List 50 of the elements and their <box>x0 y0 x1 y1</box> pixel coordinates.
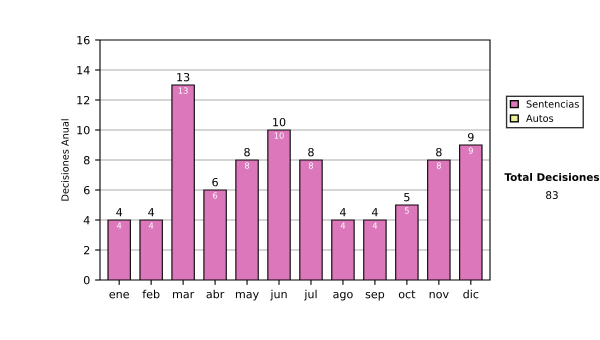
data-label: 13 <box>178 87 188 94</box>
data-label: 8 <box>308 162 314 169</box>
text: 83 <box>546 191 558 200</box>
legend-label: Autos <box>526 114 554 122</box>
data-label: 8 <box>244 162 250 169</box>
data-label: 4 <box>340 222 346 229</box>
y-tick-label: 4 <box>84 216 90 224</box>
data-label: 10 <box>274 132 284 139</box>
x-tick-label: jun <box>270 290 287 300</box>
data-label: 9 <box>468 147 473 154</box>
data-label: 6 <box>213 192 218 199</box>
data-label: 4 <box>372 222 378 229</box>
total-label: 4 <box>372 208 378 216</box>
y-tick-label: 12 <box>77 96 90 104</box>
x-tick-label: mar <box>173 292 194 298</box>
total-label: 4 <box>116 208 122 216</box>
x-tick-label: oct <box>398 290 416 298</box>
y-tick-label: 16 <box>77 36 90 44</box>
y-tick-label: 0 <box>84 276 90 284</box>
data-label: 8 <box>436 162 441 169</box>
y-tick-label: 10 <box>77 126 90 134</box>
total-label: 8 <box>436 148 442 156</box>
y-tick-label: 6 <box>84 186 90 194</box>
total-label: 5 <box>404 193 410 202</box>
x-tick-label: abr <box>206 290 224 298</box>
y-tick-label: 14 <box>77 66 90 74</box>
data-label: 4 <box>116 222 122 229</box>
x-tick-label: dic <box>463 290 478 298</box>
x-tick-label: sep <box>366 292 384 300</box>
total-label: 13 <box>177 72 190 82</box>
data-label: 4 <box>148 222 154 229</box>
total-label: 6 <box>212 178 218 186</box>
x-tick-label: nov <box>430 292 449 298</box>
x-tick-label: feb <box>142 290 160 298</box>
total-label: 4 <box>148 208 154 216</box>
text: Total Decisiones <box>504 172 600 182</box>
x-tick-label: may <box>236 292 259 300</box>
total-label: 10 <box>273 118 286 126</box>
total-label: 9 <box>468 132 474 142</box>
x-tick-label: ago <box>333 292 353 300</box>
y-axis-title: Decisiones Anual <box>61 119 69 201</box>
data-label: 5 <box>404 208 409 214</box>
y-tick-label: 2 <box>84 246 90 254</box>
y-tick-label: 8 <box>84 156 90 164</box>
total-label: 8 <box>244 148 250 156</box>
legend-label: Sentencias <box>526 100 579 108</box>
x-tick-label: jul <box>304 290 317 300</box>
total-label: 8 <box>308 148 314 156</box>
x-tick-label: ene <box>109 292 129 298</box>
total-label: 4 <box>340 208 346 216</box>
